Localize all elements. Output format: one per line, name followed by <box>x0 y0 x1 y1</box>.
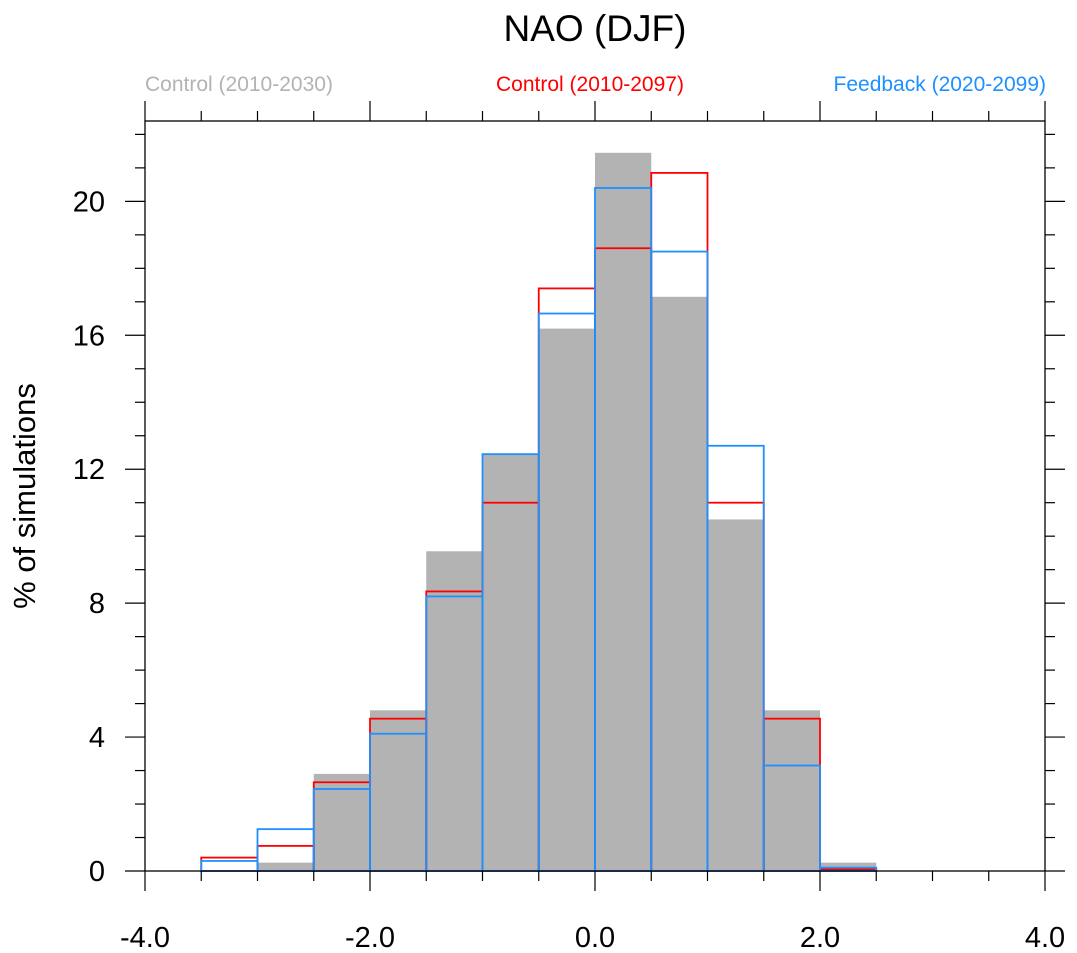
y-tick-label: 16 <box>73 320 105 352</box>
axes-layer <box>125 101 1065 891</box>
bar-outline-control-2010-2097-0 <box>200 856 259 872</box>
y-tick-label: 0 <box>89 856 105 888</box>
chart-title: NAO (DJF) <box>504 8 687 49</box>
filled-bars-layer <box>257 152 877 871</box>
x-tick-label: 4.0 <box>1025 922 1065 953</box>
x-tick-label: -2.0 <box>345 922 395 953</box>
bar-control-2010-2030-6 <box>538 328 595 871</box>
bar-outline-feedback-2020-2099-0 <box>200 860 259 872</box>
x-tick-label: 2.0 <box>800 922 840 953</box>
legend-item-feedback-2020-2099: Feedback (2020-2099) <box>834 73 1046 96</box>
bar-control-2010-2030-8 <box>651 296 708 871</box>
bar-control-2010-2030-2 <box>313 773 370 871</box>
y-tick-label: 12 <box>73 454 105 486</box>
bar-control-2010-2030-1 <box>257 862 314 871</box>
x-tick-label: -4.0 <box>120 922 170 953</box>
outline-bars-layer <box>200 171 878 872</box>
bar-control-2010-2030-5 <box>482 454 539 871</box>
tick-labels-layer: -4.0 -2.0 0.0 2.0 4.0 0 4 8 12 16 20 <box>73 186 1065 953</box>
x-tick-label: 0.0 <box>575 922 615 953</box>
y-tick-label: 20 <box>73 186 105 218</box>
y-axis-title: % of simulations <box>7 383 42 609</box>
bar-control-2010-2030-7 <box>595 152 652 871</box>
legend-item-control-2010-2030: Control (2010-2030) <box>145 73 333 96</box>
bar-control-2010-2030-10 <box>763 710 820 871</box>
bar-control-2010-2030-4 <box>426 551 483 871</box>
bar-control-2010-2030-9 <box>707 519 764 871</box>
y-tick-label: 8 <box>89 588 105 620</box>
legend-item-control-2010-2097: Control (2010-2097) <box>496 73 684 96</box>
bar-control-2010-2030-3 <box>370 710 427 871</box>
y-tick-label: 4 <box>89 722 105 754</box>
legend: Control (2010-2030) Control (2010-2097) … <box>145 73 1046 96</box>
